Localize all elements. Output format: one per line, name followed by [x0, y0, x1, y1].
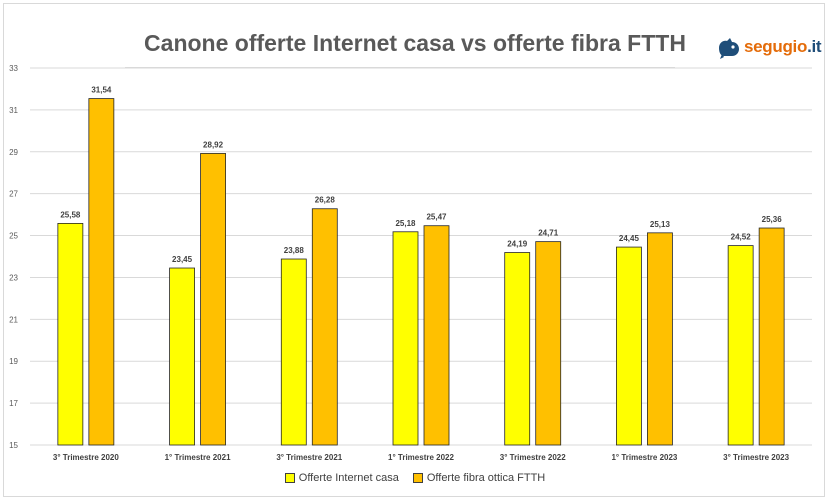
y-tick-label: 21 [9, 315, 18, 324]
x-category-label: 3° Trimestre 2022 [500, 453, 566, 462]
legend-label-internet: Offerte Internet casa [298, 472, 399, 484]
bar-fibra-ftth [200, 153, 226, 446]
logo-name: segugio [744, 37, 808, 56]
y-tick-label: 19 [9, 357, 18, 366]
data-label: 25,13 [650, 220, 671, 229]
x-category-label: 1° Trimestre 2023 [611, 453, 677, 462]
bar-fibra-ftth [535, 241, 562, 446]
dog-icon [719, 38, 739, 59]
y-tick-label: 15 [9, 441, 18, 450]
bar-fibra-ftth [88, 98, 115, 446]
y-axis-ticks: 15 17 19 21 23 25 27 29 31 33 [9, 64, 18, 450]
segugio-logo: segugio.it [716, 32, 822, 62]
bar-internet-casa [727, 245, 754, 446]
bar-internet-casa [392, 231, 419, 446]
bar-fibra-ftth [758, 227, 785, 446]
y-tick-label: 17 [9, 399, 18, 408]
chart-title: Canone offerte Internet casa vs offerte … [144, 30, 686, 56]
x-axis-categories: 3° Trimestre 2020 1° Trimestre 2021 3° Tri… [53, 453, 790, 462]
x-category-label: 1° Trimestre 2021 [165, 453, 231, 462]
bar-fibra-ftth [647, 232, 673, 446]
logo-tld: .it [807, 37, 822, 56]
legend-item-fibra: Offerte fibra ottica FTTH [412, 472, 546, 484]
data-label: 26,28 [315, 196, 336, 205]
x-category-label: 3° Trimestre 2021 [276, 453, 342, 462]
y-tick-label: 23 [9, 273, 18, 282]
bar-internet-casa [169, 267, 195, 446]
data-label: 31,54 [91, 86, 112, 95]
legend-label-fibra: Offerte fibra ottica FTTH [426, 472, 546, 484]
data-label: 25,47 [426, 213, 447, 222]
legend-item-internet: Offerte Internet casa [284, 472, 399, 484]
bars [57, 98, 785, 446]
data-labels: 25,58 31,54 23,45 28,92 23,88 26,28 25,18 25,47… [60, 86, 782, 264]
data-label: 25,18 [395, 219, 416, 228]
y-tick-label: 29 [9, 148, 18, 157]
bar-internet-casa [616, 246, 642, 446]
data-label: 25,58 [60, 210, 81, 219]
data-label: 24,45 [619, 234, 640, 243]
data-label: 24,19 [507, 240, 528, 249]
legend-swatch-internet [284, 473, 295, 483]
data-label: 23,88 [284, 246, 305, 255]
data-label: 23,45 [172, 255, 193, 264]
bar-fibra-ftth [423, 225, 450, 446]
bar-internet-casa [57, 223, 84, 446]
bar-fibra-ftth [311, 208, 338, 446]
legend: Offerte Internet casa Offerte fibra otti… [0, 472, 830, 484]
x-category-label: 1° Trimestre 2022 [388, 453, 454, 462]
y-tick-label: 25 [9, 232, 18, 241]
y-tick-label: 27 [9, 190, 18, 199]
data-label: 24,71 [538, 229, 559, 238]
x-category-label: 3° Trimestre 2020 [53, 453, 119, 462]
grid-lines [30, 67, 812, 446]
data-label: 24,52 [731, 233, 752, 242]
y-tick-label: 33 [9, 64, 18, 73]
legend-swatch-fibra [412, 473, 423, 483]
data-label: 25,36 [762, 215, 783, 224]
bar-internet-casa [504, 252, 531, 446]
x-category-label: 3° Trimestre 2023 [723, 453, 789, 462]
y-tick-label: 31 [9, 106, 18, 115]
bar-internet-casa [280, 258, 307, 446]
data-label: 28,92 [203, 140, 224, 149]
